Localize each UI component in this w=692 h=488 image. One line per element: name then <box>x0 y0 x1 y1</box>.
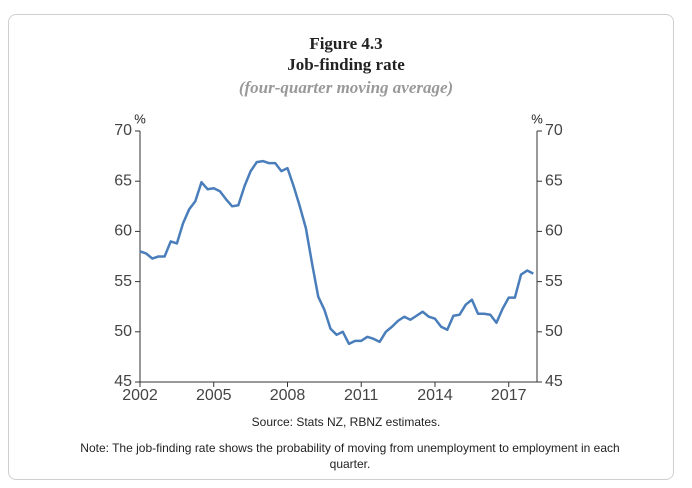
y-tick-label: 60 <box>114 223 132 240</box>
y2-tick-label: 50 <box>545 323 563 340</box>
y-tick-label: 70 <box>114 122 132 139</box>
note: Note: The job-finding rate shows the pro… <box>80 441 620 471</box>
y-tick-label: 65 <box>114 172 132 189</box>
y2-unit: % <box>531 111 543 126</box>
x-tick-label: 2008 <box>270 387 306 404</box>
card <box>8 14 674 480</box>
y2-tick-label: 70 <box>545 122 563 139</box>
y-tick-label: 55 <box>114 273 132 290</box>
line-series <box>139 159 534 346</box>
y-tick-label: 45 <box>114 373 132 390</box>
chart-subtitle: Job-finding rate <box>287 55 405 74</box>
x-tick-label: 2017 <box>491 387 527 404</box>
x-tick-label: 2014 <box>417 387 453 404</box>
y2-tick-label: 55 <box>545 273 563 290</box>
chart-title: Figure 4.3 <box>309 34 382 53</box>
x-tick-label: 2011 <box>344 387 379 404</box>
source: Source: Stats NZ, RBNZ estimates. <box>252 415 441 429</box>
y2-tick-label: 45 <box>545 373 563 390</box>
x-tick-label: 2005 <box>196 387 232 404</box>
y-tick-label: 50 <box>114 323 132 340</box>
y2-tick-label: 60 <box>545 223 563 240</box>
y2-tick-label: 65 <box>545 172 563 189</box>
x-tick-label: 2002 <box>122 387 158 404</box>
y-unit: % <box>134 111 146 126</box>
chart-subtitle: (four-quarter moving average) <box>239 78 453 97</box>
